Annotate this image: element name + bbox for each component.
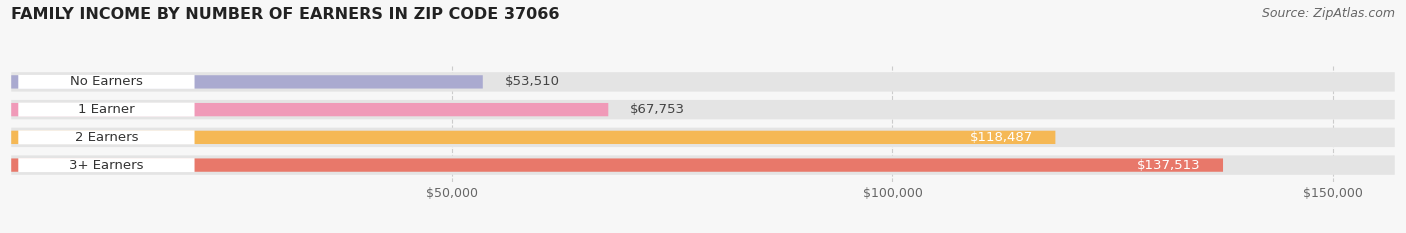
Text: $67,753: $67,753	[630, 103, 685, 116]
FancyBboxPatch shape	[18, 103, 194, 116]
FancyBboxPatch shape	[11, 158, 1223, 172]
Text: No Earners: No Earners	[70, 75, 143, 88]
Text: $137,513: $137,513	[1137, 159, 1201, 171]
FancyBboxPatch shape	[18, 75, 194, 89]
FancyBboxPatch shape	[11, 128, 1395, 147]
Text: $53,510: $53,510	[505, 75, 560, 88]
Text: Source: ZipAtlas.com: Source: ZipAtlas.com	[1261, 7, 1395, 20]
Text: 3+ Earners: 3+ Earners	[69, 159, 143, 171]
Text: 1 Earner: 1 Earner	[79, 103, 135, 116]
FancyBboxPatch shape	[18, 158, 194, 172]
FancyBboxPatch shape	[11, 100, 1395, 119]
FancyBboxPatch shape	[18, 130, 194, 144]
Text: 2 Earners: 2 Earners	[75, 131, 138, 144]
Text: FAMILY INCOME BY NUMBER OF EARNERS IN ZIP CODE 37066: FAMILY INCOME BY NUMBER OF EARNERS IN ZI…	[11, 7, 560, 22]
FancyBboxPatch shape	[11, 103, 609, 116]
FancyBboxPatch shape	[11, 155, 1395, 175]
FancyBboxPatch shape	[11, 75, 482, 89]
FancyBboxPatch shape	[11, 72, 1395, 92]
Text: $118,487: $118,487	[970, 131, 1033, 144]
FancyBboxPatch shape	[11, 131, 1056, 144]
